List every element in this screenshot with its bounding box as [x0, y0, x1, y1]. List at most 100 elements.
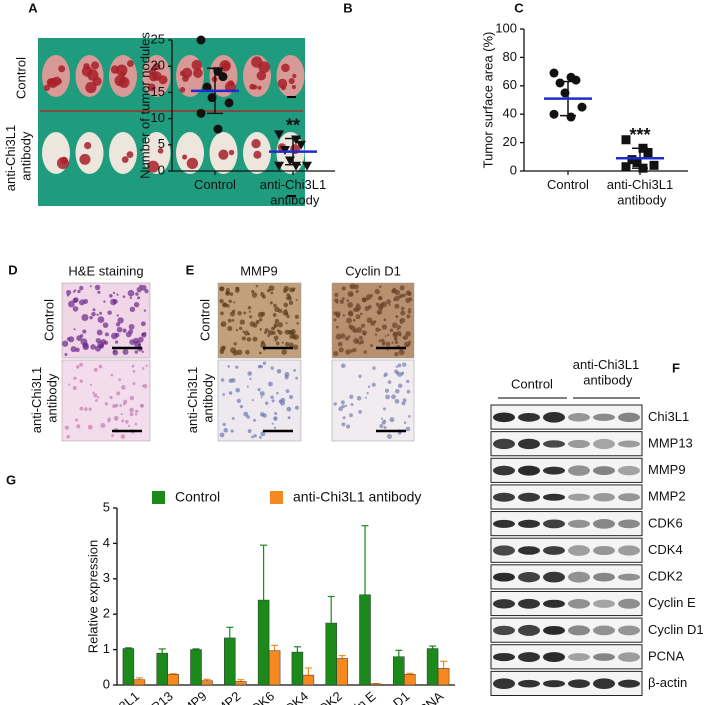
- blot-strip: [490, 537, 643, 563]
- y-tick-label: 5: [103, 499, 110, 514]
- cell: [293, 369, 296, 372]
- cell: [287, 296, 292, 301]
- cell: [239, 319, 245, 325]
- cell: [407, 309, 412, 314]
- cell: [117, 317, 124, 324]
- cell: [341, 404, 345, 409]
- blot-band: [568, 493, 590, 501]
- cell: [246, 385, 249, 388]
- cell: [398, 349, 405, 356]
- y-tick-label: 80: [503, 49, 517, 64]
- cell: [251, 289, 255, 294]
- blot-band: [618, 598, 640, 609]
- blot-band: [493, 625, 515, 636]
- blot-band: [618, 465, 640, 476]
- cell: [89, 383, 93, 386]
- cell: [264, 328, 269, 333]
- cell: [286, 293, 291, 298]
- cell: [293, 287, 296, 290]
- cell: [394, 369, 399, 374]
- column-title: Cyclin D1: [345, 263, 401, 278]
- cell: [408, 307, 411, 311]
- cell: [274, 411, 278, 415]
- cell: [267, 330, 274, 336]
- cell: [89, 285, 92, 288]
- tumor-spot: [110, 65, 120, 74]
- cell: [280, 401, 285, 406]
- cell: [394, 351, 399, 357]
- cell: [273, 303, 277, 308]
- cell: [222, 393, 226, 396]
- bar: [190, 649, 202, 686]
- cell: [348, 311, 354, 317]
- cell: [68, 383, 71, 386]
- cell: [281, 349, 287, 355]
- bar: [426, 648, 439, 686]
- cell: [406, 379, 410, 384]
- cell: [222, 302, 227, 307]
- blot-band: [568, 598, 590, 609]
- cell: [219, 298, 224, 304]
- cell: [405, 331, 411, 337]
- tumor-spot: [121, 156, 129, 163]
- cell: [112, 299, 118, 304]
- cell: [220, 311, 224, 316]
- cell: [73, 376, 77, 380]
- tumor-spot: [58, 65, 66, 73]
- cell: [392, 287, 397, 293]
- blot-band: [593, 438, 615, 450]
- blot-band: [518, 546, 540, 555]
- protein-label: PCNA: [648, 648, 684, 663]
- bar: [370, 683, 382, 686]
- cell: [286, 314, 290, 319]
- cell: [238, 326, 243, 331]
- tumor-spot: [288, 77, 295, 85]
- blot-strip: [490, 564, 643, 590]
- group-label: anti-Chi3L1 antibody: [573, 357, 640, 388]
- cell: [273, 416, 278, 421]
- bar: [122, 648, 135, 686]
- x-tick-label: CDK2: [309, 688, 345, 705]
- tumor-spot: [152, 71, 162, 81]
- panel-label: D: [8, 262, 17, 277]
- cell: [253, 418, 256, 422]
- cell: [121, 419, 125, 423]
- cell: [235, 365, 239, 369]
- cell: [380, 302, 384, 306]
- cell: [346, 424, 351, 429]
- cell: [82, 329, 87, 334]
- cell: [237, 311, 242, 316]
- y-tick-label: 4: [103, 535, 110, 550]
- x-tick-label: PCNA: [409, 688, 447, 705]
- cell: [114, 332, 120, 338]
- cell: [72, 386, 77, 390]
- cell: [251, 435, 255, 439]
- cell: [251, 399, 254, 402]
- cell: [406, 389, 411, 394]
- tumor-spot: [85, 81, 97, 94]
- cell: [88, 407, 92, 411]
- protein-label: CDK4: [648, 542, 683, 557]
- blot-band: [593, 413, 615, 422]
- data-point: [571, 75, 581, 85]
- tumor-spot: [256, 70, 267, 81]
- y-tick-label: 40: [503, 106, 517, 121]
- cell: [282, 309, 289, 316]
- cell: [378, 339, 382, 343]
- row-label: anti-Chi3L1 antibody: [185, 367, 216, 434]
- bar: [393, 656, 405, 686]
- cell: [397, 363, 402, 368]
- cell: [334, 292, 339, 297]
- cell: [66, 435, 70, 439]
- cell: [93, 367, 98, 372]
- cell: [276, 369, 282, 374]
- cell: [408, 340, 412, 344]
- data-point: [621, 135, 631, 145]
- cell: [252, 336, 258, 342]
- cell: [235, 286, 240, 291]
- cell: [219, 349, 225, 355]
- tumor-spot: [257, 85, 262, 90]
- data-point: [302, 161, 312, 171]
- cell: [294, 405, 299, 410]
